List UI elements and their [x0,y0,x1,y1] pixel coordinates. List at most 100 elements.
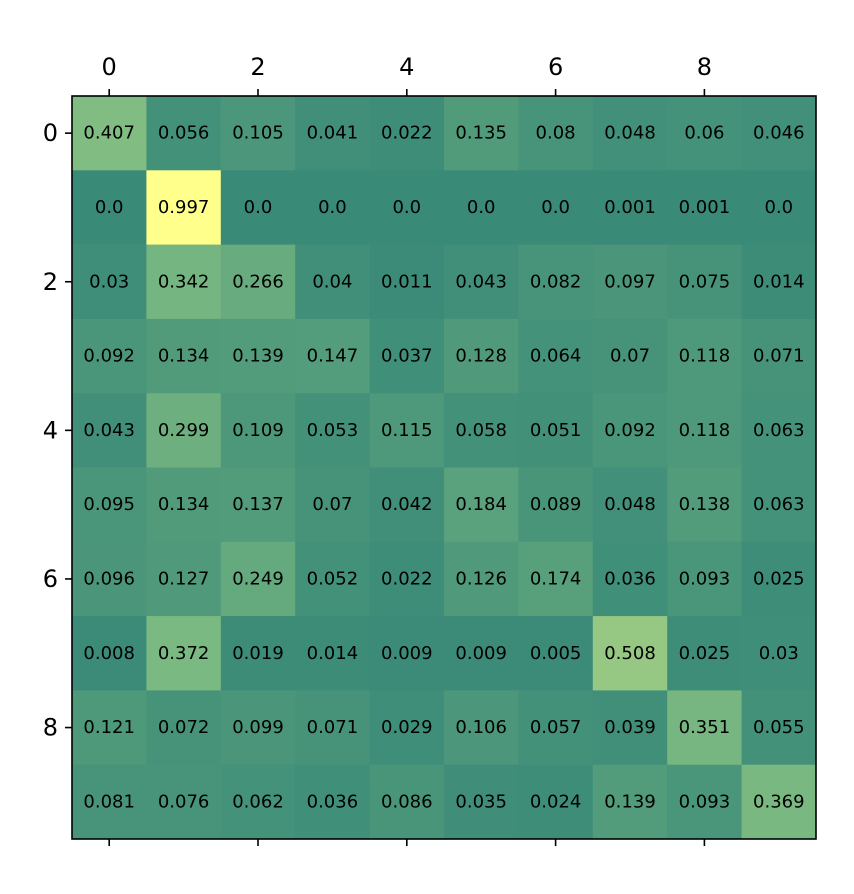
cell-value-label-r9-c1: 0.076 [158,791,210,812]
cell-value-label-r0-c8: 0.06 [684,123,724,144]
cell-value-label-r3-c7: 0.07 [610,346,650,367]
cell-value-label-r0-c4: 0.022 [381,123,433,144]
cell-value-label-r9-c5: 0.035 [455,791,507,812]
heatmap-cell-r9-c2 [220,764,296,840]
cell-value-label-r5-c8: 0.138 [679,494,731,515]
cell-value-label-r3-c8: 0.118 [679,346,731,367]
cell-value-label-r3-c0: 0.092 [83,346,135,367]
heatmap-cell-r2-c2 [220,244,296,320]
cell-value-label-r9-c0: 0.081 [83,791,135,812]
cell-value-label-r3-c2: 0.139 [232,346,284,367]
cell-value-label-r7-c8: 0.025 [679,643,731,664]
heatmap-cell-r8-c3 [295,690,371,766]
cell-value-label-r2-c7: 0.097 [604,271,656,292]
cell-value-label-r0-c7: 0.048 [604,123,656,144]
cell-value-label-r6-c6: 0.174 [530,568,582,589]
heatmap-cell-r2-c3 [295,244,371,320]
cell-value-label-r1-c6: 0.0 [541,197,570,218]
heatmap-cell-r2-c9 [741,244,817,320]
cell-value-label-r0-c2: 0.105 [232,123,284,144]
cell-value-label-r9-c2: 0.062 [232,791,284,812]
heatmap-cell-r0-c9 [741,96,817,171]
heatmap-cell-r6-c7 [592,541,668,617]
heatmap-cell-r8-c0 [72,690,147,766]
x-tick-label-4: 8 [697,53,712,81]
heatmap-cell-r4-c7 [592,393,668,468]
heatmap-cell-r4-c4 [369,393,445,468]
heatmap-cell-r6-c5 [444,541,519,617]
cell-value-label-r2-c4: 0.011 [381,271,433,292]
cell-value-label-r7-c6: 0.005 [530,643,582,664]
cell-value-label-r9-c4: 0.086 [381,791,433,812]
heatmap-cell-r3-c8 [667,318,743,394]
heatmap-cells [72,96,817,840]
cell-value-label-r7-c7: 0.508 [604,643,656,664]
x-tick-label-2: 4 [399,53,414,81]
cell-value-label-r4-c9: 0.063 [753,420,805,441]
heatmap-cell-r7-c7 [592,616,668,691]
heatmap-cell-r3-c4 [369,318,445,394]
heatmap-cell-r7-c5 [444,616,519,691]
heatmap-cell-r5-c3 [295,467,371,543]
heatmap-cell-r8-c6 [518,690,594,766]
cell-value-label-r5-c3: 0.07 [312,494,352,515]
cell-value-label-r6-c8: 0.093 [679,568,731,589]
heatmap-cell-r3-c5 [444,318,519,394]
heatmap-cell-r6-c9 [741,541,817,617]
heatmap-cell-r6-c2 [220,541,296,617]
cell-value-label-r8-c2: 0.099 [232,717,284,738]
heatmap-cell-r9-c0 [72,764,147,840]
heatmap-cell-r7-c9 [741,616,817,691]
y-tick-label-2: 4 [43,416,58,444]
heatmap-cell-r1-c8 [667,170,743,246]
heatmap-cell-r3-c7 [592,318,668,394]
cell-value-label-r2-c6: 0.082 [530,271,582,292]
heatmap-cell-r1-c3 [295,170,371,246]
cell-value-label-r3-c6: 0.064 [530,346,582,367]
heatmap-cell-r4-c3 [295,393,371,468]
heatmap-cell-r9-c5 [444,764,519,840]
heatmap-cell-r0-c1 [146,96,222,171]
cell-value-label-r4-c8: 0.118 [679,420,731,441]
heatmap-cell-r2-c6 [518,244,594,320]
heatmap-cell-r1-c4 [369,170,445,246]
heatmap-cell-r6-c8 [667,541,743,617]
heatmap-cell-r2-c5 [444,244,519,320]
cell-value-label-r2-c3: 0.04 [312,271,352,292]
heatmap-cell-r6-c4 [369,541,445,617]
cell-value-label-r1-c9: 0.0 [764,197,793,218]
heatmap-cell-labels: 0.407 0.056 0.105 0.041 0.022 0.135 0.08 0.048 0… [83,123,804,813]
cell-value-label-r1-c7: 0.001 [604,197,656,218]
cell-value-label-r9-c3: 0.036 [307,791,359,812]
heatmap-cell-r7-c8 [667,616,743,691]
cell-value-label-r0-c6: 0.08 [536,123,576,144]
heatmap-cell-r9-c6 [518,764,594,840]
cell-value-label-r1-c1: 0.997 [158,197,210,218]
heatmap-cell-r6-c3 [295,541,371,617]
heatmap-axes: 0 2 4 6 8 0 2 4 6 8 [43,53,817,846]
heatmap-cell-r4-c1 [146,393,222,468]
heatmap-cell-r4-c5 [444,393,519,468]
heatmap-cell-r5-c9 [741,467,817,543]
cell-value-label-r5-c0: 0.095 [83,494,135,515]
heatmap-cell-r5-c0 [72,467,147,543]
heatmap-cell-r7-c2 [220,616,296,691]
heatmap-cell-r3-c3 [295,318,371,394]
cell-value-label-r2-c1: 0.342 [158,271,210,292]
cell-value-label-r8-c5: 0.106 [455,717,507,738]
cell-value-label-r8-c4: 0.029 [381,717,433,738]
heatmap-cell-r8-c1 [146,690,222,766]
heatmap-cell-r6-c0 [72,541,147,617]
cell-value-label-r6-c4: 0.022 [381,568,433,589]
heatmap-cell-r9-c7 [592,764,668,840]
x-tick-label-1: 2 [250,53,265,81]
cell-value-label-r0-c0: 0.407 [83,123,135,144]
heatmap-cell-r8-c8 [667,690,743,766]
cell-value-label-r9-c8: 0.093 [679,791,731,812]
cell-value-label-r5-c4: 0.042 [381,494,433,515]
heatmap-cell-r5-c4 [369,467,445,543]
heatmap-cell-r7-c3 [295,616,371,691]
cell-value-label-r3-c4: 0.037 [381,346,433,367]
cell-value-label-r1-c3: 0.0 [318,197,347,218]
